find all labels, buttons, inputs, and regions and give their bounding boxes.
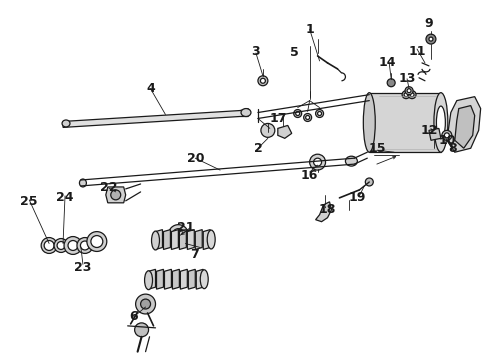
Polygon shape <box>180 269 187 289</box>
Text: 21: 21 <box>176 221 194 234</box>
Circle shape <box>111 190 121 200</box>
Text: 4: 4 <box>146 82 155 95</box>
Circle shape <box>80 241 89 250</box>
Circle shape <box>44 240 54 251</box>
Polygon shape <box>447 96 481 152</box>
Polygon shape <box>278 125 292 138</box>
Circle shape <box>169 225 188 244</box>
Polygon shape <box>188 269 196 289</box>
Text: 25: 25 <box>21 195 38 208</box>
Circle shape <box>402 91 410 99</box>
Circle shape <box>295 112 300 116</box>
Circle shape <box>407 89 411 93</box>
Circle shape <box>141 299 150 309</box>
Circle shape <box>135 323 148 337</box>
Circle shape <box>429 37 433 41</box>
Circle shape <box>426 34 436 44</box>
Polygon shape <box>429 129 441 140</box>
Ellipse shape <box>363 93 375 152</box>
Circle shape <box>408 91 416 99</box>
Ellipse shape <box>79 179 86 187</box>
Circle shape <box>261 123 275 137</box>
Polygon shape <box>164 230 171 249</box>
Circle shape <box>77 238 93 253</box>
Circle shape <box>260 78 266 83</box>
Circle shape <box>306 116 310 120</box>
Text: 18: 18 <box>319 203 336 216</box>
Circle shape <box>57 242 65 249</box>
Text: 19: 19 <box>349 192 366 204</box>
Text: 24: 24 <box>56 192 74 204</box>
Circle shape <box>91 235 103 247</box>
Text: 10: 10 <box>438 134 456 147</box>
Ellipse shape <box>241 109 251 117</box>
Polygon shape <box>196 269 203 289</box>
Bar <box>369 93 441 152</box>
Polygon shape <box>148 269 155 289</box>
Circle shape <box>68 240 78 251</box>
Polygon shape <box>196 230 202 249</box>
Text: 6: 6 <box>129 310 138 323</box>
Circle shape <box>64 237 82 255</box>
Polygon shape <box>172 269 179 289</box>
Circle shape <box>172 229 184 240</box>
Text: 20: 20 <box>187 152 204 165</box>
Text: 23: 23 <box>74 261 92 274</box>
Circle shape <box>175 231 181 238</box>
Circle shape <box>87 231 107 251</box>
Circle shape <box>318 112 321 116</box>
Text: 13: 13 <box>398 72 416 85</box>
Circle shape <box>136 294 155 314</box>
Circle shape <box>54 239 68 252</box>
Ellipse shape <box>207 230 215 249</box>
Polygon shape <box>155 230 163 249</box>
Polygon shape <box>203 230 210 249</box>
Polygon shape <box>165 269 172 289</box>
Polygon shape <box>455 105 475 148</box>
Circle shape <box>310 154 325 170</box>
Ellipse shape <box>345 156 357 166</box>
Text: 8: 8 <box>448 142 457 155</box>
Ellipse shape <box>62 120 70 127</box>
Circle shape <box>387 79 395 87</box>
Text: 17: 17 <box>269 112 287 125</box>
Text: 22: 22 <box>100 181 118 194</box>
Ellipse shape <box>151 231 159 250</box>
Circle shape <box>405 87 413 95</box>
Circle shape <box>314 158 321 166</box>
Circle shape <box>366 178 373 186</box>
Ellipse shape <box>200 270 208 289</box>
Text: 11: 11 <box>408 45 426 58</box>
Polygon shape <box>179 230 186 249</box>
Circle shape <box>444 133 449 138</box>
Circle shape <box>404 93 408 96</box>
Circle shape <box>294 109 302 117</box>
Text: 1: 1 <box>305 23 314 36</box>
Text: 14: 14 <box>378 57 396 69</box>
Circle shape <box>410 93 414 96</box>
Ellipse shape <box>434 93 448 152</box>
Ellipse shape <box>437 106 445 139</box>
Text: 5: 5 <box>291 46 299 59</box>
Circle shape <box>41 238 57 253</box>
Text: 9: 9 <box>425 17 433 30</box>
Circle shape <box>304 113 312 121</box>
Polygon shape <box>106 187 125 203</box>
Circle shape <box>316 109 323 117</box>
Polygon shape <box>63 109 250 127</box>
Ellipse shape <box>145 271 152 290</box>
Polygon shape <box>316 202 332 222</box>
Circle shape <box>442 130 452 140</box>
Text: 15: 15 <box>368 142 386 155</box>
Text: 12: 12 <box>420 124 438 137</box>
Polygon shape <box>187 230 195 249</box>
Text: 2: 2 <box>253 142 262 155</box>
Polygon shape <box>156 269 164 289</box>
Circle shape <box>258 76 268 86</box>
Text: 3: 3 <box>252 45 260 58</box>
Text: 16: 16 <box>301 168 318 181</box>
Polygon shape <box>172 230 178 249</box>
Text: 7: 7 <box>190 248 198 261</box>
